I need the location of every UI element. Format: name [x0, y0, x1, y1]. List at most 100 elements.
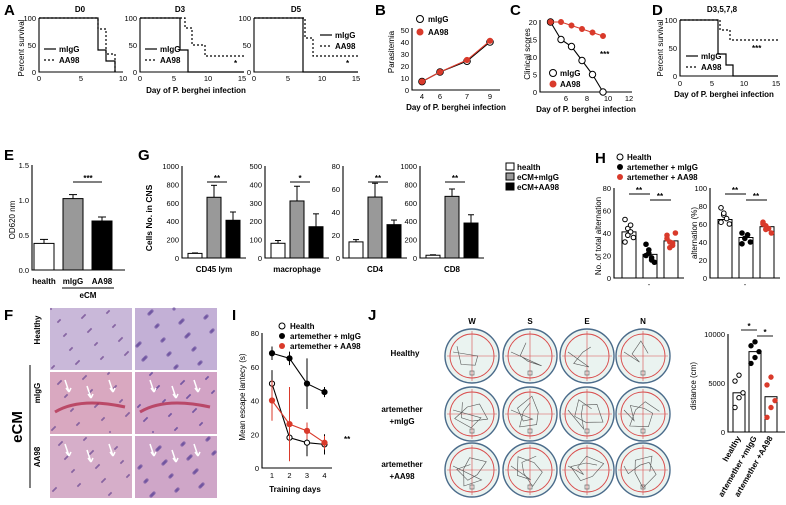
G-bar-CD4-health [348, 241, 364, 259]
A-d3-xtick: 10 [204, 74, 212, 83]
F-nucleus [158, 445, 162, 449]
B-legend-AA98: AA98 [428, 28, 449, 37]
J-row-AA98-b: +AA98 [389, 472, 415, 481]
J-point [756, 348, 762, 355]
A-legend-AA98: AA98 [59, 56, 80, 65]
G-sig: ** [452, 174, 459, 183]
G-subplot-label: CD4 [367, 265, 384, 274]
H-point [643, 241, 649, 248]
H-point [768, 230, 775, 236]
E-ylabel: OD620 nm [8, 200, 17, 239]
A-d3-ytick: 50 [129, 41, 137, 50]
H-ytick: 80 [603, 184, 611, 193]
G-ytick: 400 [249, 180, 262, 189]
F-nucleus [65, 393, 69, 397]
J-point [736, 395, 742, 401]
H-legend-health-marker [616, 153, 624, 161]
F-nucleus [64, 332, 68, 336]
J-row-mIgG-b: +mIgG [389, 417, 414, 426]
A-d5-chart: D5 100 50 0 0 5 10 15 mIgG AA98 * [238, 5, 360, 83]
F-nucleus [60, 440, 64, 444]
F-arrow-icon [193, 443, 201, 457]
D-ylabel: Percent survival [656, 19, 665, 76]
A-d0-xtick: 5 [79, 74, 83, 83]
J-maze-platform [469, 484, 475, 490]
G-ytick: 200 [249, 217, 262, 226]
F-nucleus [152, 491, 156, 495]
J-swim-path [567, 399, 604, 430]
B-legend-mIgG: mIgG [428, 15, 448, 24]
J-swim-path [623, 340, 649, 363]
F-nucleus [120, 398, 124, 402]
F-arrow-icon [86, 385, 94, 399]
H-point [648, 257, 655, 263]
F-arrow-icon [193, 379, 201, 393]
G-ytick: 1000 [400, 162, 417, 171]
J-point [736, 372, 742, 378]
E-bar-health [33, 242, 55, 271]
G-sig: ** [214, 174, 221, 183]
F-nucleus [78, 482, 82, 486]
A-d5-title: D5 [291, 5, 302, 14]
G-subplot-label: CD8 [444, 265, 461, 274]
H-point [667, 244, 673, 251]
A-d3-series-AA98 [140, 17, 244, 57]
G-legend-mIgG: eCM+mIgG [517, 173, 559, 182]
J-col-E: E [584, 317, 590, 326]
J-row-AA98-a: artemether [381, 460, 422, 469]
D-title: D3,5,7,8 [707, 5, 738, 14]
J-point [768, 404, 774, 411]
H-point [718, 205, 724, 211]
F-nucleus [200, 421, 204, 425]
panel-label-B: B [375, 2, 386, 19]
F-nucleus [170, 473, 174, 477]
J-point [732, 378, 738, 384]
B-axes [411, 28, 500, 91]
D-series-AA98 [680, 19, 778, 41]
F-nucleus [121, 459, 125, 463]
H-point [739, 230, 745, 236]
H-xtick: - [744, 280, 747, 289]
H-point [622, 216, 628, 223]
F-nucleus [107, 309, 111, 313]
F-nucleus [213, 450, 217, 454]
J-maze-platform [469, 428, 475, 434]
J-row-healthy: Healthy [391, 349, 420, 358]
J-ytick: 0 [721, 428, 725, 437]
B-legend-AA98-marker [416, 28, 424, 36]
A-d3-xtick: 5 [172, 74, 176, 83]
G-legend-AA98-swatch [505, 182, 515, 191]
A-d0-axes [38, 18, 123, 73]
J-maze-platform [584, 484, 590, 490]
I-legend-AA98: artemether + AA98 [290, 342, 361, 351]
D-xtick: 5 [710, 79, 714, 88]
H-ytick: 60 [699, 220, 707, 229]
F-nucleus [71, 407, 75, 411]
F-tile [135, 308, 217, 370]
J-ytick: 10000 [704, 330, 725, 339]
I-ytick: 40 [251, 397, 259, 406]
A-d0-series-mIgG [39, 17, 116, 72]
J-maze-platform [584, 428, 590, 434]
A-d3-sig: * [234, 59, 238, 68]
J-col-N: N [640, 317, 646, 326]
J-swim-path [510, 395, 539, 428]
G-sig: * [298, 174, 302, 183]
G-ytick: 0 [175, 254, 179, 263]
H-xtick: - [648, 280, 651, 289]
G-ytick: 0 [413, 254, 417, 263]
J-maze-platform [584, 370, 590, 376]
C-xtick: 12 [625, 94, 633, 103]
G-ytick: 100 [249, 236, 262, 245]
C-legend-AA98-marker [549, 80, 557, 88]
A-d3-legend-mIgG: mIgG [160, 45, 180, 54]
A-d5-ytick: 50 [243, 41, 251, 50]
H-point [622, 239, 628, 245]
H-ytick: 0 [703, 274, 707, 283]
J-maze-platform [469, 370, 475, 376]
J-maze-platform [527, 484, 533, 490]
B-series-group: 0 10 20 30 40 50 [401, 26, 494, 95]
G-ytick: 300 [249, 199, 262, 208]
H-ylabel1: No. of total alternation [594, 197, 603, 275]
I-xtick: 3 [305, 471, 309, 480]
